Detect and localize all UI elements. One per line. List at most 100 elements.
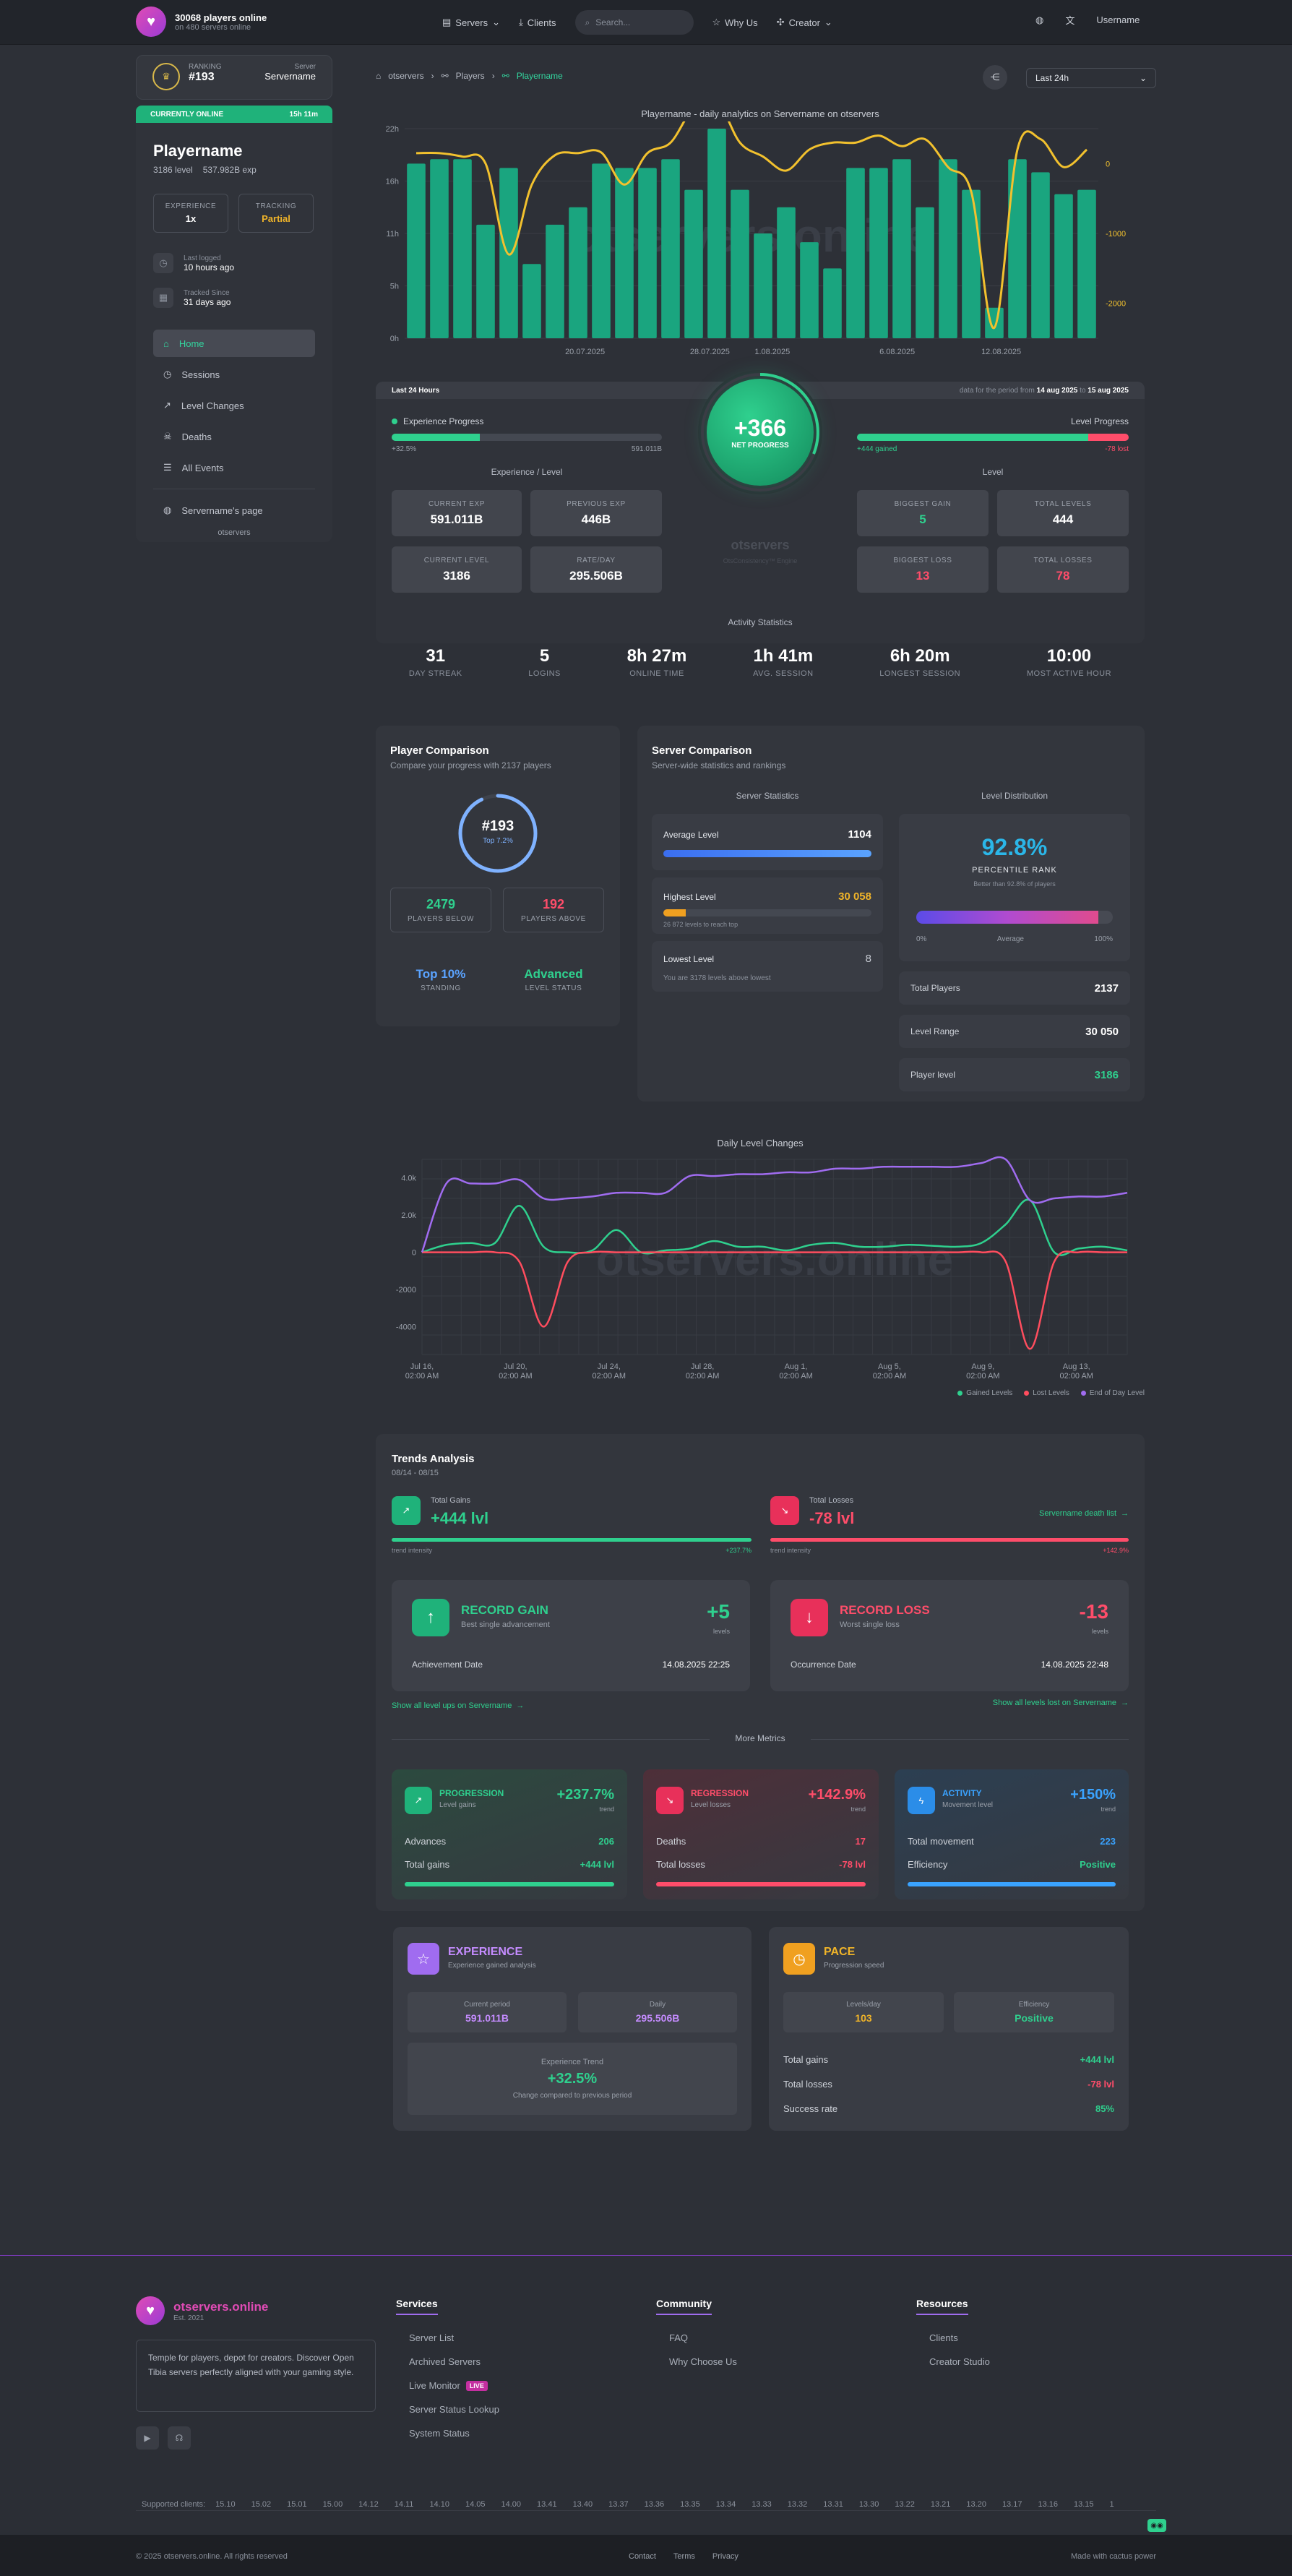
client-version[interactable]: 13.32 <box>787 2500 808 2509</box>
stat-value: 2479 <box>426 897 456 911</box>
card-subtitle: Server-wide statistics and rankings <box>652 760 786 770</box>
stat-label: PLAYERS ABOVE <box>521 915 586 923</box>
footer-contact-link[interactable]: Contact <box>629 2552 656 2561</box>
sidebar-item-sessions[interactable]: ◷ Sessions <box>153 361 315 388</box>
brand[interactable]: ♥ 30068 players online on 480 servers on… <box>136 7 267 37</box>
stat-value: 3186 <box>443 568 470 583</box>
client-version[interactable]: 14.00 <box>501 2500 522 2509</box>
footer-link[interactable]: Server Status Lookup <box>409 2404 500 2415</box>
client-version[interactable]: 15.02 <box>251 2500 272 2509</box>
right-tick-label: 0 <box>1106 160 1110 168</box>
metric-progression: ↗ PROGRESSION Level gains +237.7% trend … <box>392 1769 627 1899</box>
footer-link[interactable]: Archived Servers <box>409 2356 481 2367</box>
metric-title: REGRESSION <box>691 1788 749 1798</box>
stat-label: DAY STREAK <box>408 669 462 678</box>
client-version[interactable]: 15.10 <box>215 2500 236 2509</box>
footer-brand[interactable]: ♥ otservers.online Est. 2021 <box>136 2296 268 2325</box>
client-version[interactable]: 13.31 <box>823 2500 843 2509</box>
footer-link[interactable]: Server List <box>409 2332 455 2343</box>
nav-clients[interactable]: ⤓ Clients <box>519 17 556 28</box>
globe-icon: ◍ <box>163 505 172 515</box>
footer-link-live-monitor[interactable]: Live Monitor LIVE <box>409 2380 499 2391</box>
client-version[interactable]: 13.33 <box>751 2500 772 2509</box>
period-prefix: data for the period from <box>959 386 1035 395</box>
link-label: Show all levels lost on Servername <box>992 1699 1116 1707</box>
period-select[interactable]: Last 24h ⌄ <box>1026 68 1156 88</box>
servers-online: on 480 servers online <box>175 22 251 32</box>
client-version[interactable]: 1 <box>1109 2500 1114 2509</box>
tracking-value: Partial <box>262 213 290 224</box>
nav-servers-label: Servers <box>455 17 488 28</box>
trophy-icon: ♛ <box>152 63 180 90</box>
user-menu[interactable]: Username <box>1096 14 1140 25</box>
x-tick-label: 6.08.2025 <box>879 348 915 356</box>
sidebar-item-level-changes[interactable]: ↗ Level Changes <box>153 392 315 419</box>
search-input[interactable]: ⌕ Search... <box>574 10 694 35</box>
bar <box>823 268 842 338</box>
footer-link[interactable]: System Status <box>409 2428 470 2439</box>
client-version[interactable]: 14.11 <box>394 2500 414 2509</box>
client-version[interactable]: 13.36 <box>644 2500 665 2509</box>
client-version[interactable]: 13.20 <box>966 2500 986 2509</box>
metric-trend: trend <box>599 1806 614 1813</box>
client-version[interactable]: 14.05 <box>465 2500 486 2509</box>
y-tick-label: -2000 <box>396 1286 416 1295</box>
client-version[interactable]: 13.21 <box>930 2500 951 2509</box>
sidebar-item-deaths[interactable]: ☠ Deaths <box>153 423 315 450</box>
trend-up-icon: ↗ <box>392 1496 421 1525</box>
discord-icon[interactable]: ☊ <box>168 2426 191 2450</box>
standing-label: STANDING <box>421 984 461 992</box>
client-version[interactable]: 15.00 <box>322 2500 343 2509</box>
translate-icon[interactable]: 文 <box>1065 15 1075 26</box>
server-page-link[interactable]: ◍ Servername's page <box>153 497 315 524</box>
losses-bar <box>770 1538 1129 1542</box>
x-tick-label: Aug 9, 02:00 AM <box>966 1362 999 1381</box>
client-version[interactable]: 13.35 <box>680 2500 700 2509</box>
show-levels-lost-link[interactable]: Show all levels lost on Servername → <box>910 1699 1129 1707</box>
client-version[interactable]: 13.30 <box>858 2500 879 2509</box>
breadcrumb-players[interactable]: Players <box>455 71 485 81</box>
stat-note: 26 872 levels to reach top <box>663 921 738 928</box>
client-version[interactable]: 15.01 <box>287 2500 307 2509</box>
ranking-value: #193 <box>189 71 215 83</box>
arrow-right-icon: → <box>516 1701 525 1710</box>
version-list: 15.10 15.02 15.01 15.00 14.12 14.11 14.10 14.05… <box>215 2500 1114 2509</box>
sidebar-item-all-events[interactable]: ☰ All Events <box>153 454 315 481</box>
row-label: Player level <box>910 1070 956 1080</box>
arrow-up-icon: ↑ <box>412 1599 449 1636</box>
footer-privacy-link[interactable]: Privacy <box>712 2552 738 2561</box>
current-level-box: CURRENT LEVEL 3186 <box>392 546 522 593</box>
footer-link[interactable]: Creator Studio <box>929 2356 990 2367</box>
client-version[interactable]: 14.12 <box>358 2500 379 2509</box>
client-version[interactable]: 13.34 <box>715 2500 736 2509</box>
client-version[interactable]: 13.40 <box>572 2500 593 2509</box>
footer-link[interactable]: Why Choose Us <box>669 2356 737 2367</box>
metric-title: PROGRESSION <box>439 1788 504 1798</box>
footer-link[interactable]: FAQ <box>669 2332 689 2343</box>
footer-terms-link[interactable]: Terms <box>673 2552 695 2561</box>
client-version[interactable]: 13.17 <box>1002 2500 1022 2509</box>
sidebar-item-label: Sessions <box>181 369 220 380</box>
show-level-ups-link[interactable]: Show all level ups on Servername → <box>392 1701 524 1710</box>
logo-icon: ♥ <box>136 2296 165 2325</box>
share-icon[interactable]: ⋲ <box>983 65 1007 90</box>
nav-servers[interactable]: ▤ Servers ⌄ <box>442 17 500 28</box>
supported-label: Supported clients: <box>142 2500 206 2509</box>
bar <box>1054 194 1073 338</box>
nav-why-us[interactable]: ☆ Why Us <box>712 17 758 28</box>
death-list-link[interactable]: Servername death list → <box>962 1509 1129 1518</box>
sidebar-item-home[interactable]: ⌂ Home <box>153 330 315 357</box>
breadcrumb-home[interactable]: otservers <box>388 71 424 81</box>
client-version[interactable]: 13.16 <box>1038 2500 1058 2509</box>
footer-link[interactable]: Clients <box>929 2332 958 2343</box>
arrow-right-icon: → <box>1121 1509 1129 1518</box>
client-version[interactable]: 13.22 <box>895 2500 915 2509</box>
client-version[interactable]: 13.15 <box>1074 2500 1094 2509</box>
globe-icon[interactable]: ◍ <box>1035 14 1044 25</box>
client-version[interactable]: 14.10 <box>429 2500 449 2509</box>
percentile-bar <box>916 911 1113 924</box>
client-version[interactable]: 13.41 <box>537 2500 557 2509</box>
nav-creator[interactable]: ✣ Creator ⌄ <box>777 17 832 28</box>
youtube-icon[interactable]: ▶ <box>136 2426 159 2450</box>
client-version[interactable]: 13.37 <box>608 2500 629 2509</box>
